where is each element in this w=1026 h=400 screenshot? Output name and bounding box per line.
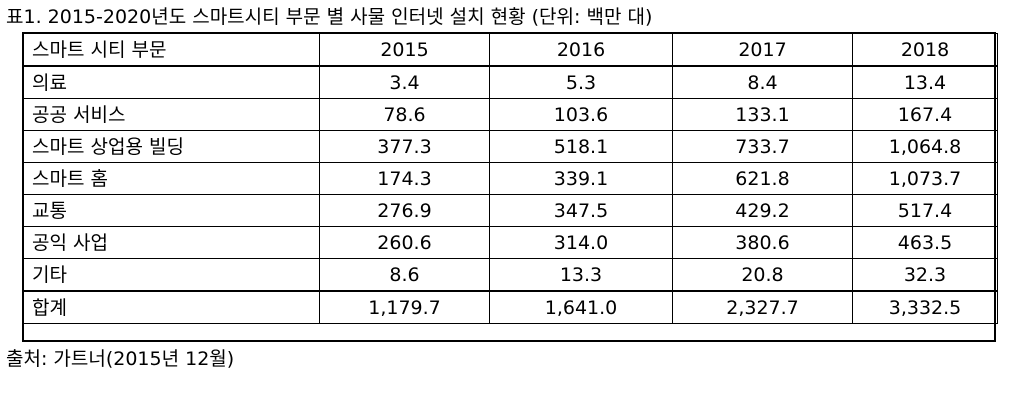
header-year: 2018 [852, 33, 998, 67]
table-cell: 78.6 [319, 98, 490, 131]
table-cell: 8.4 [672, 65, 853, 99]
table-cell: 314.0 [489, 226, 673, 259]
table-row: 기타 8.6 13.3 20.8 32.3 [23, 258, 998, 292]
table-cell: 518.1 [489, 130, 673, 163]
table-cell: 1,073.7 [852, 162, 998, 195]
table-cell: 377.3 [319, 130, 490, 163]
row-label: 스마트 상업용 빌딩 [23, 130, 320, 163]
row-label: 교통 [23, 194, 320, 227]
table-cell: 167.4 [852, 98, 998, 131]
table-cell: 3.4 [319, 65, 490, 99]
total-cell: 3,332.5 [852, 290, 998, 324]
table-row: 교통 276.9 347.5 429.2 517.4 [23, 194, 998, 227]
total-label: 합계 [23, 290, 320, 324]
header-year: 2017 [672, 33, 853, 67]
table-cell: 517.4 [852, 194, 998, 227]
table-cell: 13.4 [852, 65, 998, 99]
table-row: 스마트 홈 174.3 339.1 621.8 1,073.7 [23, 162, 998, 195]
table-row: 공공 서비스 78.6 103.6 133.1 167.4 [23, 98, 998, 131]
table-caption: 표1. 2015-2020년도 스마트시티 부문 별 사물 인터넷 설치 현황 … [6, 6, 653, 28]
row-label: 공공 서비스 [23, 98, 320, 131]
header-year: 2016 [489, 33, 673, 67]
total-cell: 2,327.7 [672, 290, 853, 324]
total-cell: 1,641.0 [489, 290, 673, 324]
table-cell: 1,064.8 [852, 130, 998, 163]
table-cell: 103.6 [489, 98, 673, 131]
row-label: 공익 사업 [23, 226, 320, 259]
table-cell: 276.9 [319, 194, 490, 227]
row-label: 스마트 홈 [23, 162, 320, 195]
table-row: 스마트 상업용 빌딩 377.3 518.1 733.7 1,064.8 [23, 130, 998, 163]
table-cell: 8.6 [319, 258, 490, 292]
table-cell: 733.7 [672, 130, 853, 163]
table-cell: 463.5 [852, 226, 998, 259]
table-total-row: 합계 1,179.7 1,641.0 2,327.7 3,332.5 [23, 290, 998, 324]
table-cell: 260.6 [319, 226, 490, 259]
total-cell: 1,179.7 [319, 290, 490, 324]
table-header-row: 스마트 시티 부문 2015 2016 2017 2018 [23, 33, 998, 67]
table-cell: 133.1 [672, 98, 853, 131]
table-cell: 621.8 [672, 162, 853, 195]
table-cell: 174.3 [319, 162, 490, 195]
table-cell: 32.3 [852, 258, 998, 292]
table-cell: 380.6 [672, 226, 853, 259]
source-note: 출처: 가트너(2015년 12월) [6, 348, 235, 370]
table-cell: 5.3 [489, 65, 673, 99]
table-cell: 429.2 [672, 194, 853, 227]
header-sector: 스마트 시티 부문 [23, 33, 320, 67]
row-label: 의료 [23, 65, 320, 99]
table-cell: 13.3 [489, 258, 673, 292]
header-year: 2015 [319, 33, 490, 67]
table-row: 공익 사업 260.6 314.0 380.6 463.5 [23, 226, 998, 259]
table-cell: 339.1 [489, 162, 673, 195]
table-cell: 347.5 [489, 194, 673, 227]
row-label: 기타 [23, 258, 320, 292]
table-row: 의료 3.4 5.3 8.4 13.4 [23, 65, 998, 99]
iot-installations-table: 스마트 시티 부문 2015 2016 2017 2018 의료 3.4 5.3… [23, 33, 998, 324]
table-cell: 20.8 [672, 258, 853, 292]
